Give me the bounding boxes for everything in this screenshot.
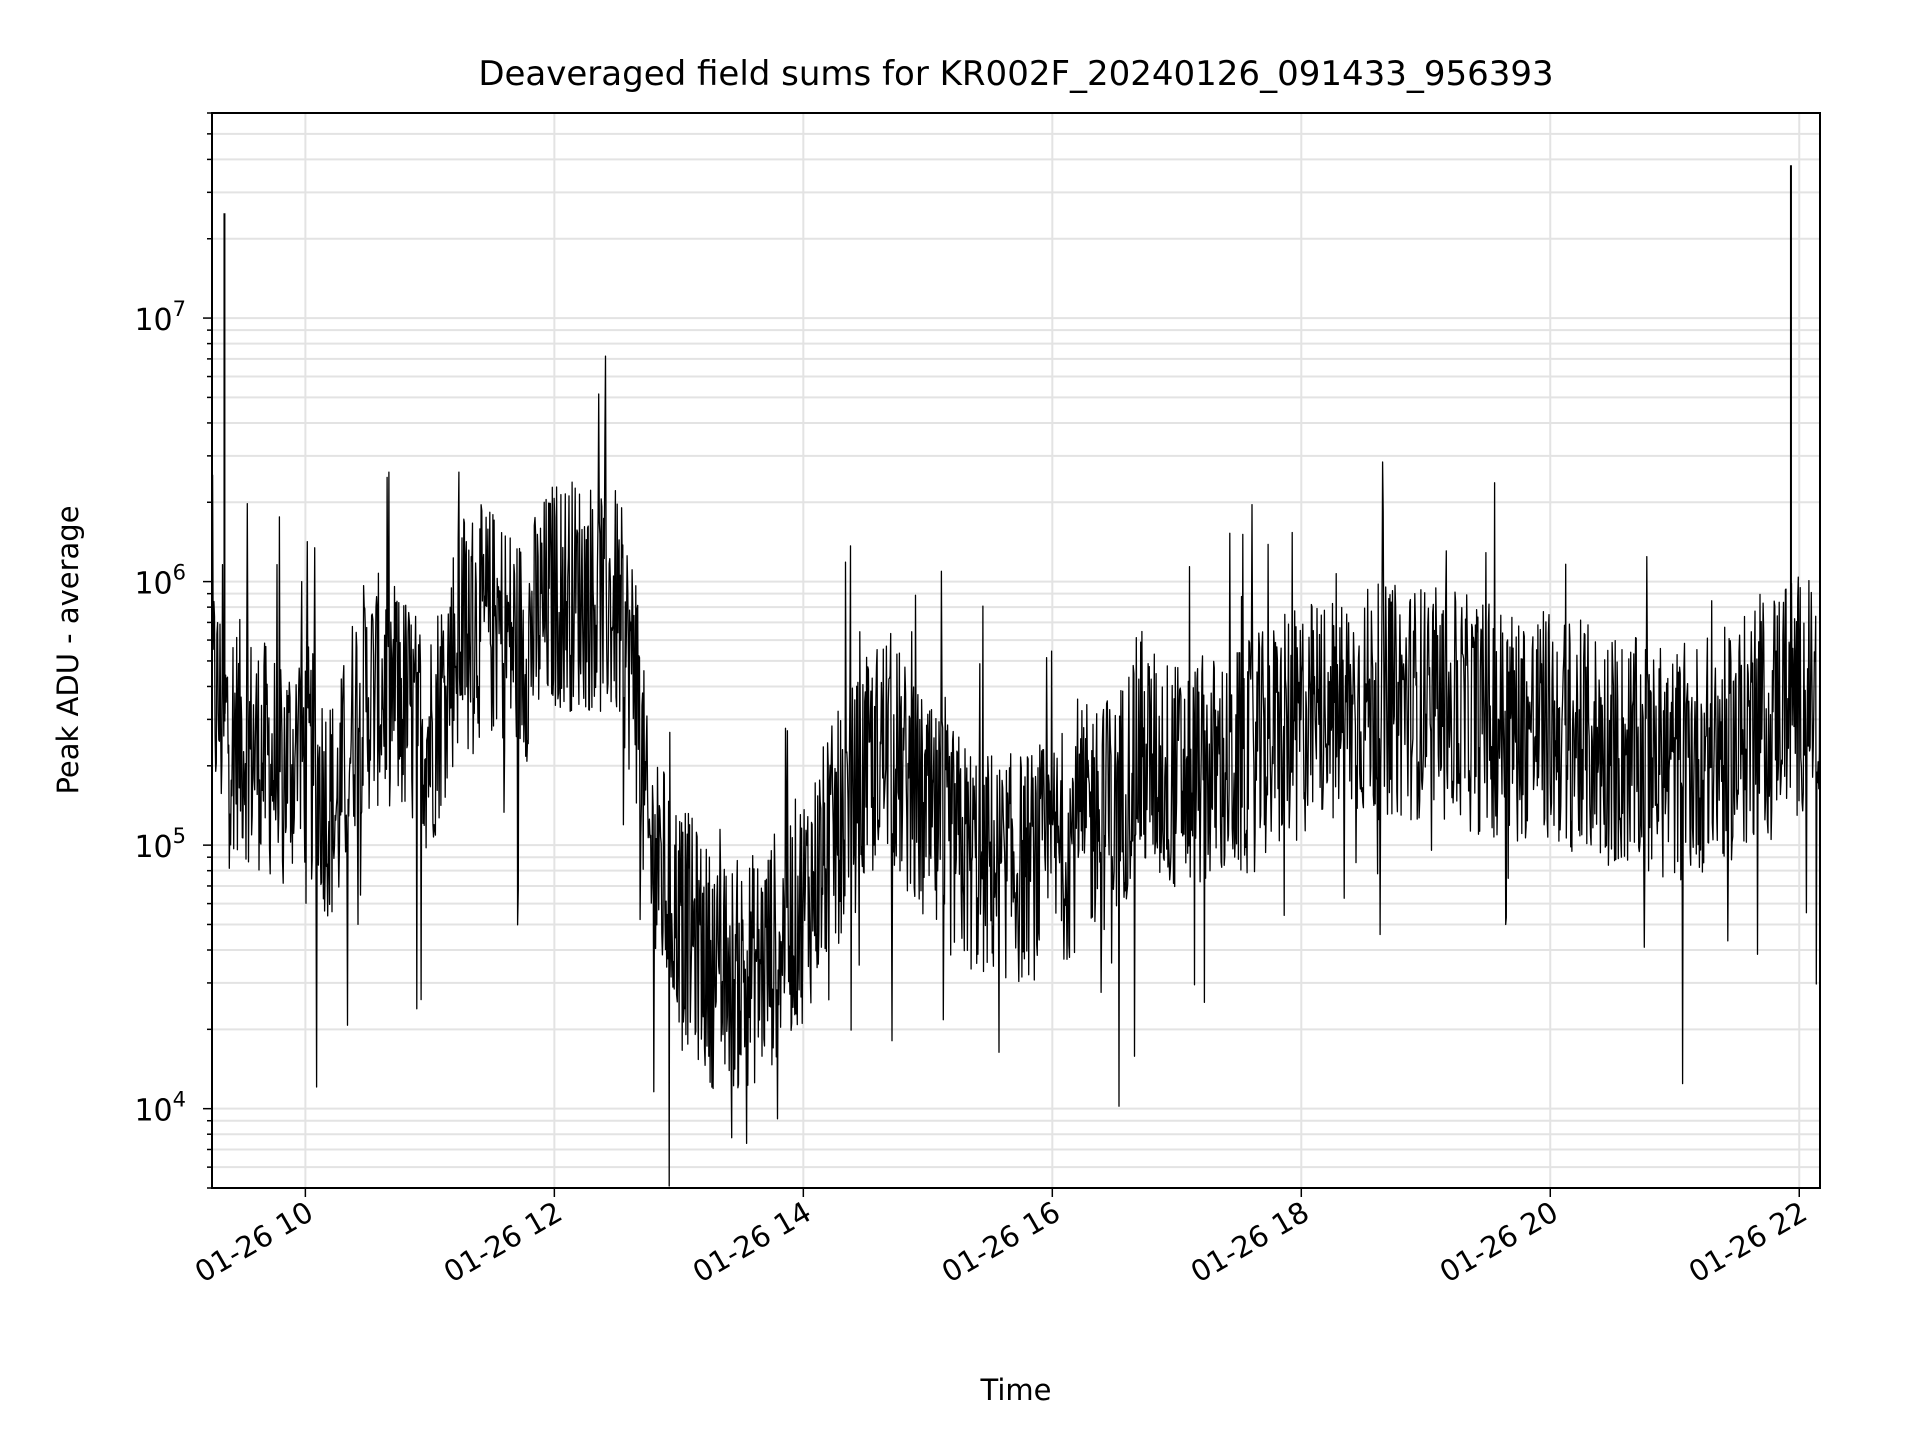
series-line	[211, 355, 1821, 1187]
y-tick-label: 106	[134, 561, 186, 602]
x-tick-label: 01-26 18	[1185, 1195, 1315, 1290]
y-tick-label: 104	[134, 1088, 186, 1129]
x-tick-label: 01-26 20	[1434, 1195, 1564, 1290]
x-tick-label: 01-26 14	[687, 1195, 817, 1290]
x-tick-label: 01-26 16	[936, 1195, 1066, 1290]
x-axis-label: Time	[980, 1373, 1052, 1407]
y-tick-label: 107	[134, 297, 186, 338]
chart-title: Deaveraged field sums for KR002F_2024012…	[478, 54, 1553, 94]
y-tick-label: 105	[134, 824, 186, 865]
x-tick-label: 01-26 10	[189, 1195, 319, 1290]
data-line-layer	[211, 165, 1821, 1187]
x-tick-label: 01-26 22	[1683, 1195, 1813, 1290]
x-tick-label: 01-26 12	[438, 1195, 568, 1290]
plot-frame	[211, 112, 1821, 1189]
y-axis-label: Peak ADU - average	[51, 505, 85, 794]
